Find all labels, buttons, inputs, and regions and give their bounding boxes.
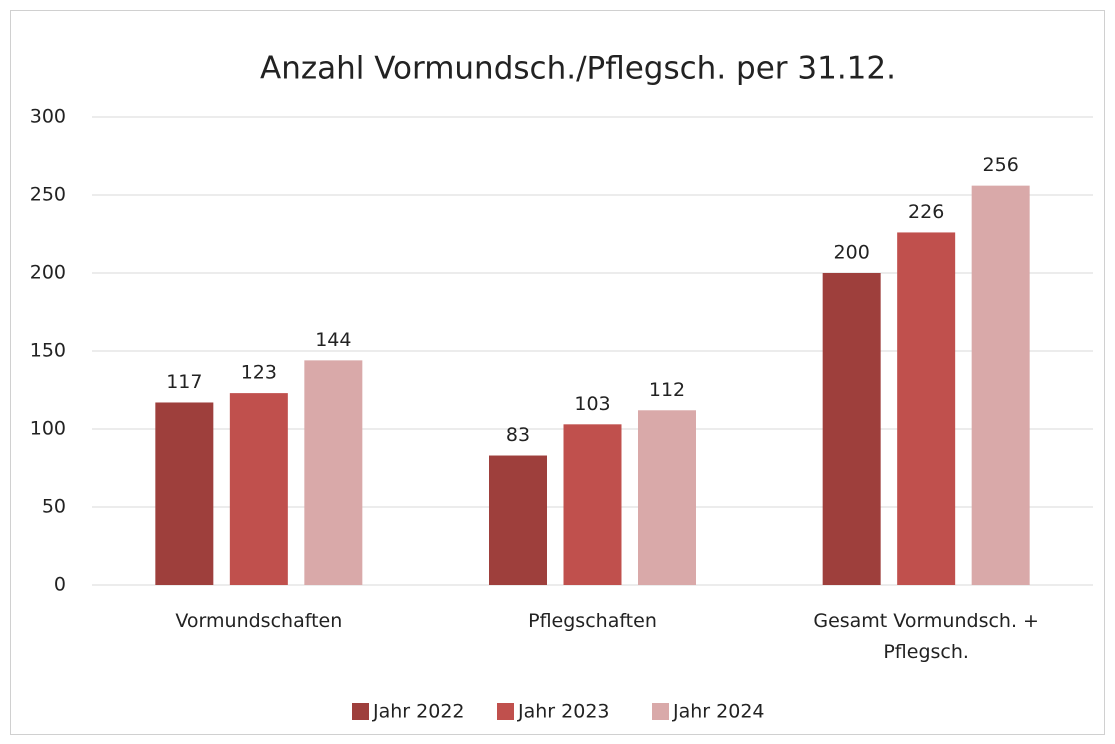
y-tick-label: 300 xyxy=(30,106,66,128)
bar xyxy=(304,360,363,585)
y-tick-label: 200 xyxy=(30,262,66,284)
y-tick-label: 100 xyxy=(30,418,66,440)
legend-swatch xyxy=(497,703,514,720)
bar xyxy=(638,410,696,585)
legend-label: Jahr 2024 xyxy=(672,701,765,723)
value-label: 83 xyxy=(506,424,530,446)
value-label: 226 xyxy=(908,201,944,223)
value-label: 144 xyxy=(315,329,351,351)
legend-label: Jahr 2023 xyxy=(517,701,610,723)
bar xyxy=(971,185,1030,585)
bar xyxy=(155,402,214,585)
value-label: 200 xyxy=(834,242,870,264)
bar xyxy=(897,232,956,585)
chart-title: Anzahl Vormundsch./Pflegsch. per 31.12. xyxy=(260,51,896,87)
bar xyxy=(822,273,881,585)
bar xyxy=(489,455,547,585)
value-label: 123 xyxy=(241,362,277,384)
y-tick-label: 150 xyxy=(30,340,66,362)
bar xyxy=(563,424,622,585)
bar xyxy=(229,393,288,585)
legend-swatch xyxy=(652,703,669,720)
y-tick-label: 250 xyxy=(30,184,66,206)
value-label: 117 xyxy=(166,371,202,393)
value-label: 103 xyxy=(574,393,610,415)
y-tick-label: 0 xyxy=(54,574,66,596)
value-label: 112 xyxy=(649,379,685,401)
value-label: 256 xyxy=(983,154,1019,176)
x-tick-label: Pflegschaften xyxy=(528,610,657,632)
x-tick-label: Vormundschaften xyxy=(175,610,343,632)
legend-swatch xyxy=(352,703,369,720)
x-tick-label: Gesamt Vormundsch. + Pflegsch. xyxy=(813,610,1039,663)
legend-label: Jahr 2022 xyxy=(372,701,465,723)
y-tick-label: 50 xyxy=(42,496,66,518)
